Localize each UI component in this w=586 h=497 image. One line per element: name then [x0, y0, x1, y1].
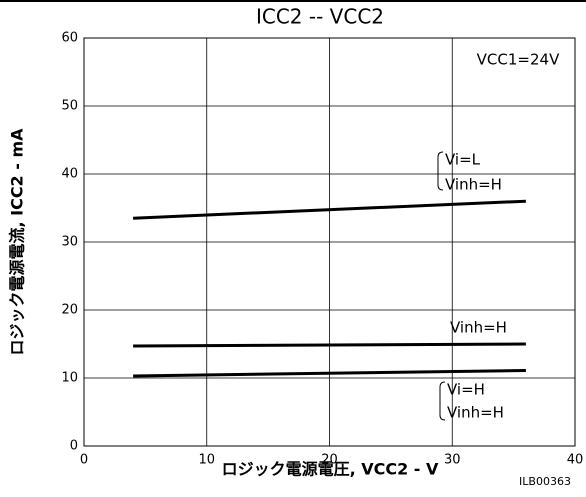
y-tick-label: 20 — [61, 303, 78, 318]
annotation: VCC1=24V — [477, 51, 560, 69]
bracket — [437, 151, 444, 191]
annotation: Vinh=H — [450, 319, 507, 337]
plot-frame — [83, 37, 576, 447]
data-line — [133, 342, 526, 348]
data-line — [133, 199, 526, 220]
x-tick-label: 20 — [321, 453, 338, 468]
annotation: Vinh=H — [445, 176, 502, 194]
x-tick-label: 40 — [567, 453, 584, 468]
annotation: Vinh=H — [447, 404, 504, 422]
x-tick-label: 10 — [198, 453, 215, 468]
y-tick-label: 50 — [61, 99, 78, 114]
data-line — [133, 369, 526, 378]
y-tick-label: 30 — [61, 235, 78, 250]
y-axis-label: ロジック電源電流, ICC2 - mA — [8, 128, 27, 356]
annotation: Vi=H — [447, 381, 485, 399]
chart-title: ICC2 -- VCC2 — [256, 5, 384, 29]
annotation: Vi=L — [445, 151, 481, 169]
y-tick-label: 40 — [61, 167, 78, 182]
annotation: ILB00363 — [519, 475, 571, 488]
y-tick-label: 10 — [61, 371, 78, 386]
bracket — [439, 381, 446, 421]
x-tick-label: 30 — [444, 453, 461, 468]
x-tick-label: 0 — [80, 453, 88, 468]
y-tick-label: 60 — [61, 31, 78, 46]
x-axis-label: ロジック電源電圧, VCC2 - V — [222, 460, 439, 479]
y-tick-label: 0 — [70, 439, 78, 454]
